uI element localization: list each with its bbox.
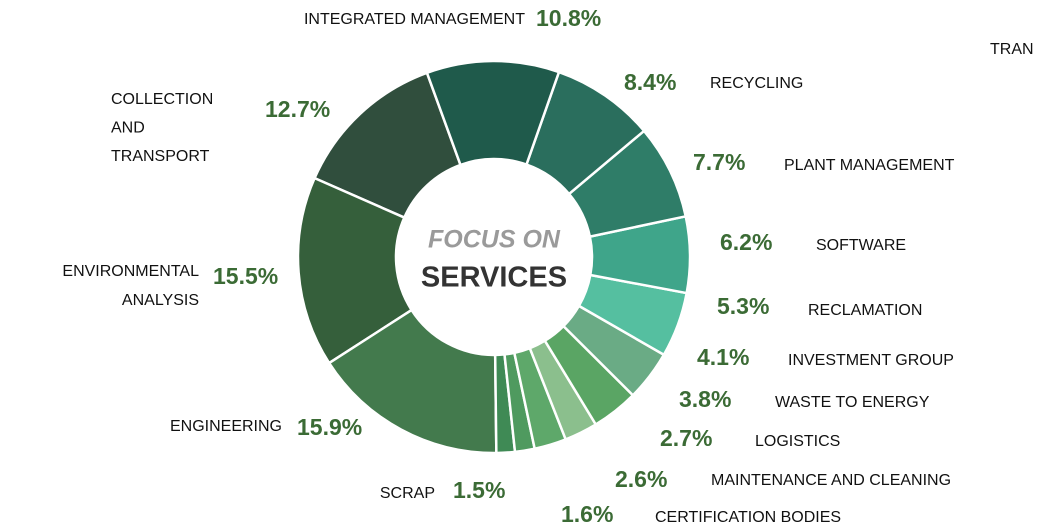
donut-slice	[512, 346, 568, 451]
category-label: PLANT MANAGEMENT	[784, 157, 955, 174]
donut-slice	[543, 324, 635, 427]
category-label: RECYCLING	[710, 75, 803, 92]
category-label: INTEGRATED MANAGEMENT	[304, 11, 525, 28]
category-label: ENGINEERING	[170, 418, 282, 435]
category-label: COLLECTION AND TRANSPORT	[111, 91, 213, 165]
category-label: SCRAP	[380, 485, 435, 502]
donut-slice	[327, 308, 498, 455]
value-label: 10.8%	[536, 5, 601, 31]
category-label: CERTIFICATION BODIES	[655, 509, 841, 526]
donut-slice	[425, 59, 561, 167]
value-label: 6.2%	[720, 229, 772, 255]
value-label: 2.6%	[615, 466, 667, 492]
value-label: 15.5%	[213, 263, 278, 289]
value-label: 3.8%	[679, 386, 731, 412]
value-label: 8.4%	[624, 69, 676, 95]
value-label: 7.7%	[693, 149, 745, 175]
value-label: 5.3%	[717, 293, 769, 319]
category-label: SOFTWARE	[816, 237, 906, 254]
donut-slice	[588, 214, 692, 295]
value-label: 1.6%	[561, 501, 613, 527]
category-label: ENVIRONMENTAL ANALYSIS	[62, 263, 199, 309]
donut-slice	[561, 304, 666, 398]
category-label: INVESTMENT GROUP	[788, 352, 954, 369]
value-label: 12.7%	[265, 96, 330, 122]
value-label: 1.5%	[453, 477, 505, 503]
value-label: 15.9%	[297, 414, 362, 440]
value-label: 4.1%	[697, 344, 749, 370]
category-label: WASTE TO ENERGY	[775, 394, 930, 411]
donut-slice	[528, 339, 598, 442]
donut-slice	[577, 273, 689, 357]
center-label: SERVICES	[421, 262, 567, 294]
category-label: RECLAMATION	[808, 302, 922, 319]
value-label: 2.7%	[660, 425, 712, 451]
center-label: FOCUS ON	[428, 226, 561, 254]
donut-slice	[567, 129, 688, 239]
category-label: MAINTENANCE AND CLEANING	[711, 472, 951, 489]
donut-slice	[296, 176, 414, 365]
donut-slice	[524, 70, 646, 196]
annotation: TRAN	[990, 41, 1034, 58]
category-label: LOGISTICS	[755, 433, 840, 450]
